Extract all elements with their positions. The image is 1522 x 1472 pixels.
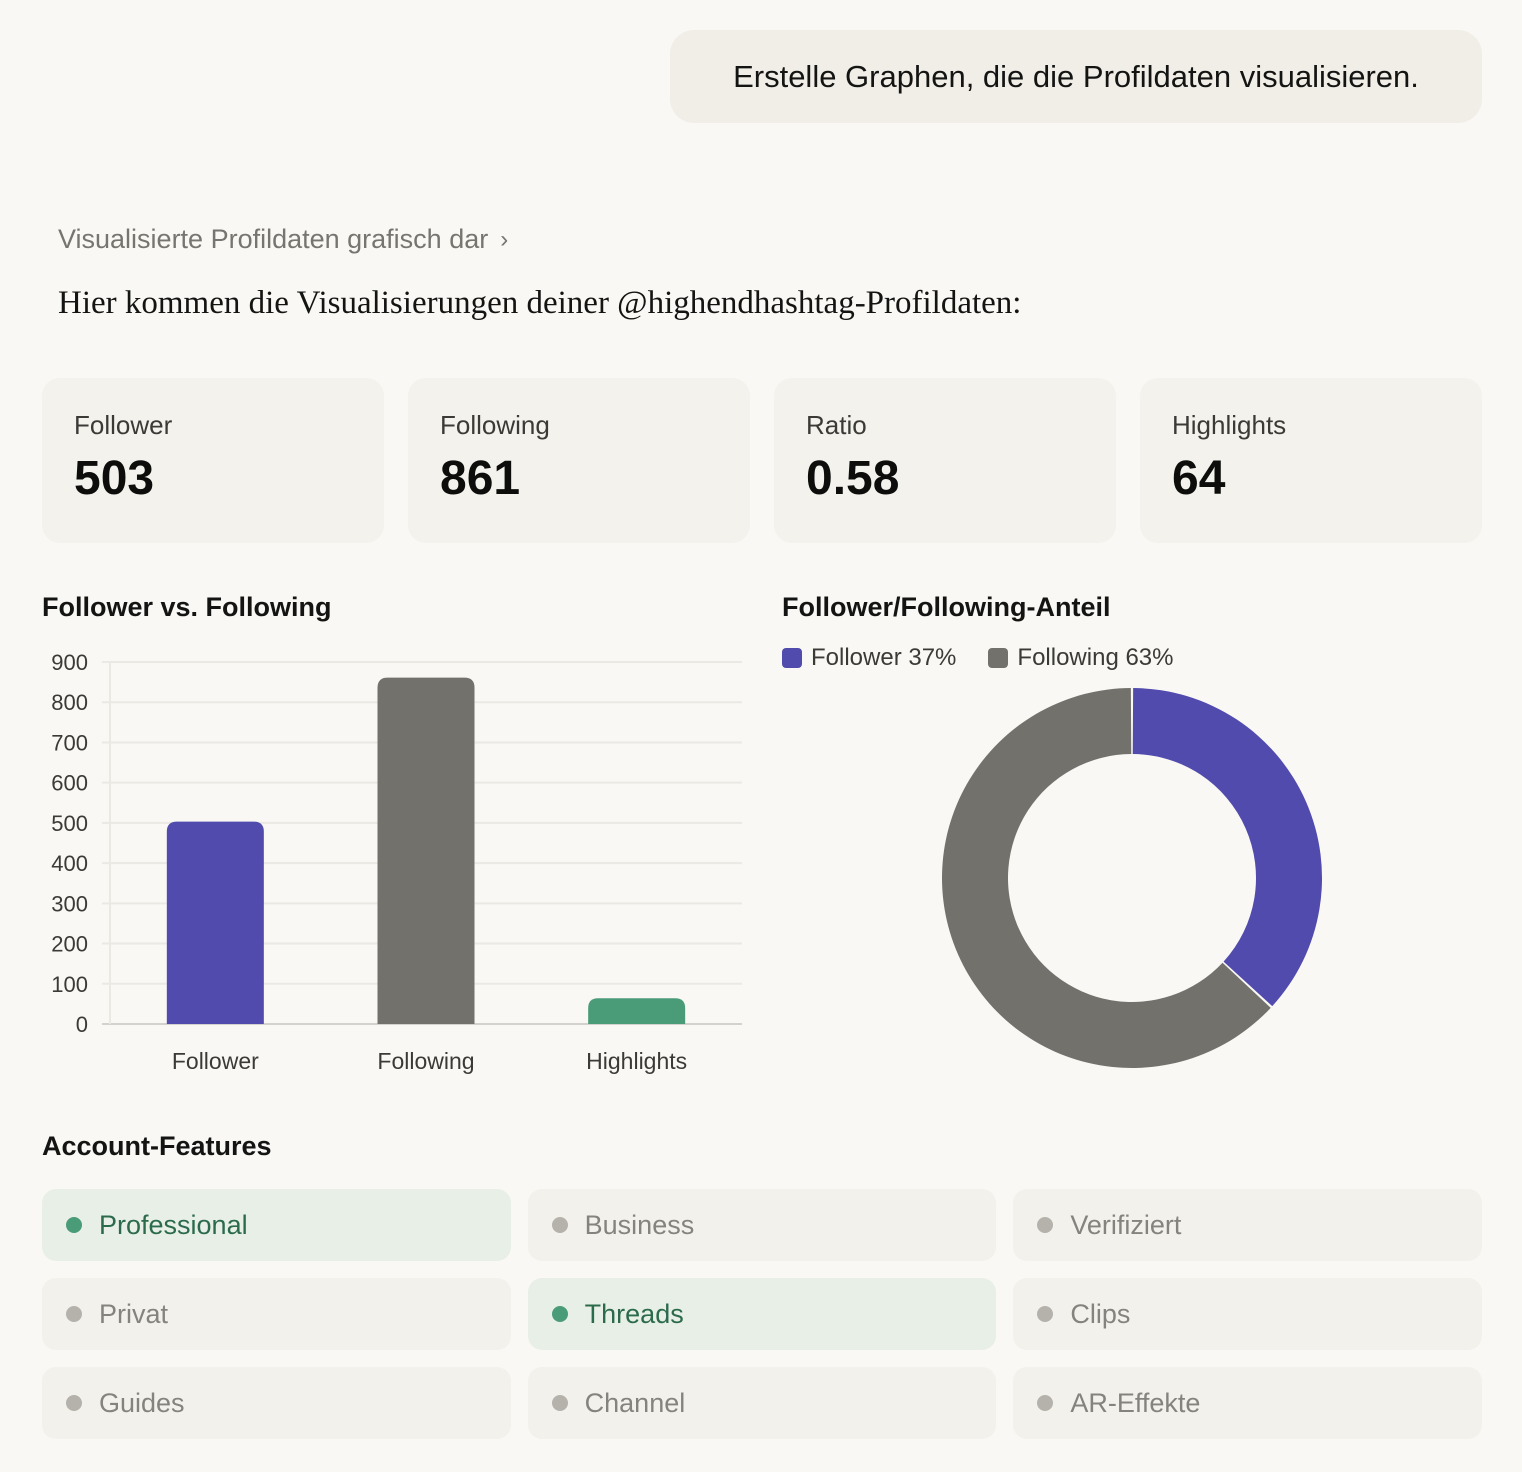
stat-cards: Follower 503 Following 861 Ratio 0.58 Hi… <box>42 378 1482 543</box>
legend-swatch-following <box>988 648 1009 668</box>
features-grid: Professional Business Verifiziert Privat Thr… <box>42 1189 1482 1439</box>
feature-label: Threads <box>584 1298 684 1329</box>
legend-label: Following 63% <box>1017 644 1174 671</box>
donut-slice-follower <box>1132 688 1322 1007</box>
stat-label: Highlights <box>1172 410 1287 440</box>
status-dot-inactive-icon <box>1037 1217 1054 1233</box>
y-tick-label: 100 <box>51 972 88 997</box>
feature-chip: Clips <box>1013 1278 1482 1350</box>
donut-slice-following <box>942 688 1271 1068</box>
stat-card-follower: Follower 503 <box>42 378 384 543</box>
y-tick-label: 700 <box>51 730 88 755</box>
feature-chip: Professional <box>42 1189 511 1261</box>
y-tick-label: 300 <box>51 891 88 916</box>
stat-label: Following <box>440 410 550 440</box>
stat-label: Ratio <box>806 410 867 440</box>
status-dot-inactive-icon <box>551 1395 568 1411</box>
status-dot-active-icon <box>66 1217 82 1233</box>
bar-chart: 0 100 200 300 400 500 600 700 800 900 Follower Foll… <box>51 650 742 1074</box>
donut-chart-title: Follower/Following-Anteil <box>782 592 1111 622</box>
feature-label: Verifiziert <box>1070 1209 1182 1240</box>
y-tick-label: 900 <box>51 650 88 675</box>
stat-value: 64 <box>1172 452 1226 505</box>
x-tick-label: Follower <box>172 1048 259 1074</box>
donut-chart <box>942 688 1322 1068</box>
feature-chip: Business <box>527 1189 997 1261</box>
legend-item-following: Following 63% <box>988 644 1174 672</box>
stat-value: 861 <box>440 452 521 505</box>
legend-item-follower: Follower 37% <box>782 644 956 672</box>
feature-chip: Guides <box>42 1367 511 1439</box>
feature-chip: Privat <box>42 1278 511 1350</box>
legend-swatch-follower <box>782 648 802 668</box>
stat-label: Follower <box>74 410 173 440</box>
legend-label: Follower 37% <box>811 644 957 671</box>
feature-label: Channel <box>584 1387 686 1418</box>
feature-label: Business <box>584 1209 695 1240</box>
bar-following <box>377 677 475 1024</box>
bar-chart-title: Follower vs. Following <box>42 592 332 622</box>
status-dot-inactive-icon <box>66 1395 82 1411</box>
user-message-bubble: Erstelle Graphen, die die Profildaten vi… <box>670 30 1482 123</box>
x-tick-label: Following <box>377 1048 474 1074</box>
y-tick-label: 0 <box>76 1012 88 1037</box>
feature-chip: Channel <box>527 1367 997 1439</box>
feature-label: Privat <box>99 1298 169 1329</box>
bar-highlights <box>588 998 686 1024</box>
x-tick-label: Highlights <box>586 1048 687 1074</box>
feature-label: AR-Effekte <box>1070 1387 1201 1418</box>
stat-card-following: Following 861 <box>408 378 750 543</box>
feature-chip: AR-Effekte <box>1013 1367 1482 1439</box>
stat-value: 0.58 <box>806 452 900 505</box>
y-tick-label: 800 <box>51 690 88 715</box>
intro-text: Hier kommen die Visualisierungen deiner … <box>58 285 1022 321</box>
y-tick-label: 600 <box>51 771 88 796</box>
status-dot-inactive-icon <box>551 1217 568 1233</box>
stat-card-highlights: Highlights 64 <box>1140 378 1482 543</box>
feature-label: Clips <box>1070 1298 1131 1329</box>
feature-chip: Threads <box>527 1278 997 1350</box>
status-dot-inactive-icon <box>66 1306 82 1322</box>
status-dot-inactive-icon <box>1037 1395 1054 1411</box>
y-tick-label: 400 <box>51 851 88 876</box>
donut-legend: Follower 37% Following 63% <box>782 644 1174 672</box>
y-tick-label: 500 <box>51 811 88 836</box>
status-dot-active-icon <box>551 1306 568 1322</box>
y-tick-label: 200 <box>51 932 88 957</box>
thought-summary-label: Visualisierte Profildaten grafisch dar <box>58 224 489 254</box>
feature-label: Professional <box>99 1209 248 1240</box>
bar-follower <box>166 821 264 1024</box>
thought-summary-toggle[interactable]: Visualisierte Profildaten grafisch dar › <box>58 224 508 255</box>
feature-chip: Verifiziert <box>1013 1189 1482 1261</box>
stat-card-ratio: Ratio 0.58 <box>774 378 1116 543</box>
chevron-right-icon: › <box>500 225 509 253</box>
status-dot-inactive-icon <box>1037 1306 1054 1322</box>
feature-label: Guides <box>99 1387 185 1418</box>
features-title: Account-Features <box>42 1131 272 1161</box>
stat-value: 503 <box>74 452 155 505</box>
